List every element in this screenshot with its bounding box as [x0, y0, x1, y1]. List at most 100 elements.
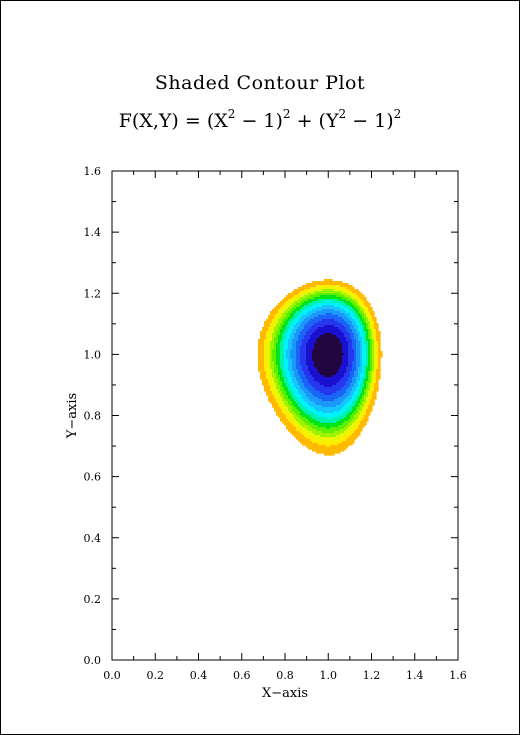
contour-band-11 [266, 361, 271, 364]
contour-band-7 [364, 369, 367, 372]
x-axis-label: X−axis [262, 686, 308, 701]
contour-band-6 [360, 379, 363, 382]
contour-band-13 [372, 393, 377, 396]
subtitle-text: − 1) [235, 110, 283, 132]
contour-band-2 [306, 375, 313, 378]
contour-band-11 [284, 307, 289, 310]
contour-band-7 [294, 399, 299, 402]
contour-band-12 [376, 359, 379, 362]
contour-band-3 [350, 337, 355, 340]
contour-band-5 [286, 357, 291, 360]
contour-band-13 [290, 431, 301, 434]
contour-band-9 [276, 335, 279, 338]
contour-band-8 [314, 297, 343, 300]
contour-band-13 [372, 395, 377, 398]
contour-band-11 [360, 411, 365, 414]
contour-band-10 [292, 303, 297, 306]
contour-band-13 [368, 307, 373, 310]
contour-band-6 [284, 359, 289, 362]
contour-band-6 [362, 357, 367, 360]
contour-band-12 [274, 395, 277, 398]
contour-band-10 [270, 341, 275, 344]
contour-band-7 [280, 349, 285, 352]
contour-band-4 [302, 389, 309, 392]
contour-band-12 [360, 301, 365, 304]
contour-band-2 [344, 375, 351, 378]
contour-band-8 [350, 305, 355, 308]
contour-band-13 [360, 421, 367, 424]
contour-band-8 [366, 369, 371, 372]
contour-band-12 [264, 339, 269, 342]
contour-band-5 [358, 369, 363, 372]
contour-band-10 [344, 427, 349, 430]
contour-band-10 [278, 389, 281, 392]
contour-band-8 [336, 421, 345, 424]
contour-band-10 [288, 307, 293, 310]
contour-band-5 [354, 383, 359, 386]
contour-band-4 [350, 325, 355, 328]
contour-band-1 [336, 373, 345, 376]
contour-band-8 [366, 373, 369, 376]
contour-band-8 [288, 317, 293, 320]
contour-band-9 [358, 403, 363, 406]
contour-band-11 [374, 355, 377, 358]
contour-band-12 [266, 333, 271, 336]
contour-band-4 [292, 339, 299, 342]
contour-band-6 [362, 355, 367, 358]
contour-band-3 [300, 331, 307, 334]
contour-band-4 [356, 341, 361, 344]
contour-band-3 [332, 393, 345, 396]
contour-band-4 [310, 399, 323, 402]
contour-band-1 [306, 361, 315, 364]
contour-band-7 [284, 379, 289, 382]
chart-subtitle: F(X,Y) = (X2 − 1)2 + (Y2 − 1)2 [0, 108, 520, 132]
contour-band-13 [260, 375, 267, 378]
contour-band-4 [316, 403, 341, 406]
contour-band-10 [278, 391, 283, 394]
contour-band-1 [340, 365, 349, 368]
contour-band-1 [316, 329, 341, 332]
contour-band-10 [308, 429, 317, 432]
contour-band-5 [292, 379, 297, 382]
contour-band-13 [270, 401, 277, 404]
contour-band-4 [342, 317, 349, 320]
contour-band-13 [288, 293, 299, 296]
contour-band-9 [354, 305, 359, 308]
contour-band-7 [300, 309, 305, 312]
contour-band-2 [348, 351, 355, 354]
contour-band-1 [310, 337, 319, 340]
contour-band-13 [374, 383, 379, 386]
contour-band-8 [288, 397, 293, 400]
contour-band-8 [354, 309, 359, 312]
contour-band-4 [332, 313, 345, 316]
contour-band-10 [372, 353, 375, 356]
contour-band-7 [280, 355, 285, 358]
contour-band-3 [350, 373, 355, 376]
contour-band-7 [332, 301, 345, 304]
contour-band-9 [368, 329, 371, 332]
contour-band-7 [362, 331, 367, 334]
contour-band-12 [374, 373, 377, 376]
contour-band-4 [346, 389, 353, 392]
contour-band-4 [356, 355, 361, 358]
contour-band-2 [300, 345, 307, 348]
contour-band-11 [280, 401, 285, 404]
contour-band-8 [304, 301, 313, 304]
contour-band-2 [306, 331, 315, 334]
contour-band-10 [370, 329, 373, 332]
contour-band-6 [288, 381, 293, 384]
contour-band-5 [288, 365, 293, 368]
contour-band-9 [274, 343, 277, 346]
contour-band-11 [318, 287, 339, 290]
contour-band-1 [314, 379, 341, 382]
contour-band-10 [280, 317, 285, 320]
contour-band-10 [372, 345, 375, 348]
contour-band-11 [308, 433, 315, 436]
contour-band-8 [276, 349, 281, 352]
contour-band-12 [354, 427, 359, 430]
contour-band-11 [368, 391, 371, 394]
contour-band-5 [356, 329, 359, 332]
contour-band-13 [302, 443, 319, 446]
contour-band-4 [292, 363, 297, 366]
contour-band-7 [344, 411, 351, 414]
